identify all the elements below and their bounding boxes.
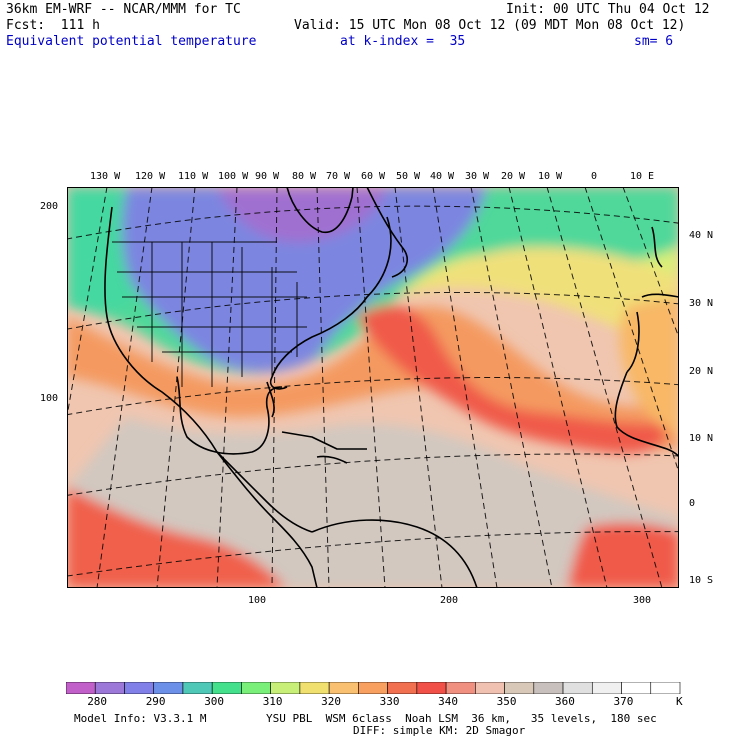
color-swatch <box>358 682 388 694</box>
color-scale-label: 320 <box>321 695 341 708</box>
color-swatch <box>66 682 96 694</box>
theta-e-map <box>67 187 679 588</box>
y-tick-100: 100 <box>40 393 59 404</box>
diffusion-info: DIFF: simple KM: 2D Smagor <box>353 724 526 737</box>
color-scale-label: 350 <box>496 695 517 708</box>
x-tick-100: 100 <box>248 595 267 606</box>
longitude-label: 50 W <box>396 171 421 182</box>
latitude-label: 10 N <box>689 433 714 444</box>
color-swatch <box>94 682 125 694</box>
color-swatch <box>475 682 505 694</box>
shading-yellow-east <box>397 247 679 357</box>
longitude-lines <box>67 187 679 588</box>
political-borders <box>112 241 307 387</box>
longitude-label: 20 W <box>501 171 526 182</box>
shading-teal-northwest <box>67 187 137 312</box>
color-swatch <box>299 682 330 694</box>
longitude-label: 90 W <box>255 171 280 182</box>
color-swatch <box>153 682 184 694</box>
color-swatch <box>562 682 593 694</box>
longitude-label: 40 W <box>430 171 455 182</box>
longitude-label: 110 W <box>178 171 209 182</box>
latitude-lines <box>67 205 679 577</box>
color-scale-label: 290 <box>145 695 166 708</box>
longitude-label: 80 W <box>292 171 317 182</box>
model-info: Model Info: V3.3.1 M <box>74 712 207 725</box>
color-swatch <box>504 682 535 694</box>
color-swatch <box>445 682 476 694</box>
longitude-label: 100 W <box>218 171 249 182</box>
color-swatch <box>270 682 301 694</box>
latitude-label: 40 N <box>689 230 714 241</box>
color-swatch <box>124 682 155 694</box>
color-scale-unit: K <box>676 695 683 708</box>
x-tick-200: 200 <box>440 595 459 606</box>
y-tick-200: 200 <box>40 201 59 212</box>
color-swatch <box>416 682 447 694</box>
shading-orange-iberia <box>619 297 679 437</box>
latitude-label: 10 S <box>689 575 714 586</box>
forecast-hour: Fcst: 111 h <box>6 18 100 33</box>
color-scale-label: 310 <box>262 695 283 708</box>
shading-red-africa <box>567 522 679 588</box>
color-swatch <box>387 682 418 694</box>
smoothing-value: sm= 6 <box>634 34 674 49</box>
longitude-label: 10 W <box>538 171 563 182</box>
coastlines <box>104 187 679 588</box>
color-swatch <box>621 682 652 694</box>
latitude-label: 20 N <box>689 366 714 377</box>
init-time: Init: 00 UTC Thu 04 Oct 12 <box>506 2 710 17</box>
color-swatch <box>533 682 564 694</box>
longitude-label: 60 W <box>361 171 386 182</box>
color-scale-label: 370 <box>613 695 634 708</box>
color-scale-label: 280 <box>87 695 108 708</box>
latitude-label: 0 <box>689 498 696 509</box>
shading-red-plume <box>357 305 668 454</box>
color-scale-label: 300 <box>204 695 225 708</box>
color-swatch <box>591 682 622 694</box>
field-name: Equivalent potential temperature <box>6 34 257 49</box>
model-title: 36km EM-WRF -- NCAR/MMM for TC <box>6 2 241 17</box>
vertical-level: at k-index = 35 <box>340 34 466 49</box>
longitude-label: 30 W <box>465 171 490 182</box>
color-scale-label: 340 <box>438 695 458 708</box>
x-tick-300: 300 <box>633 595 652 606</box>
shading-red-pacific <box>67 487 287 588</box>
color-swatch <box>182 682 213 694</box>
physics-info: YSU PBL WSM 6class Noah LSM 36 km, 35 le… <box>266 712 657 725</box>
color-swatch <box>328 682 359 694</box>
color-swatch <box>211 682 242 694</box>
color-scale-bar <box>66 682 681 694</box>
color-scale-label: 330 <box>379 695 400 708</box>
color-swatch <box>241 682 271 694</box>
longitude-label: 130 W <box>90 171 121 182</box>
longitude-label: 70 W <box>326 171 351 182</box>
longitude-label: 120 W <box>135 171 166 182</box>
shading-violet-core <box>217 187 387 243</box>
color-scale-label: 360 <box>555 695 575 708</box>
longitude-label: 10 E <box>630 171 655 182</box>
color-swatch <box>650 682 681 694</box>
longitude-label: 0 <box>591 171 598 182</box>
valid-time: Valid: 15 UTC Mon 08 Oct 12 (09 MDT Mon … <box>294 18 686 33</box>
latitude-label: 30 N <box>689 298 714 309</box>
